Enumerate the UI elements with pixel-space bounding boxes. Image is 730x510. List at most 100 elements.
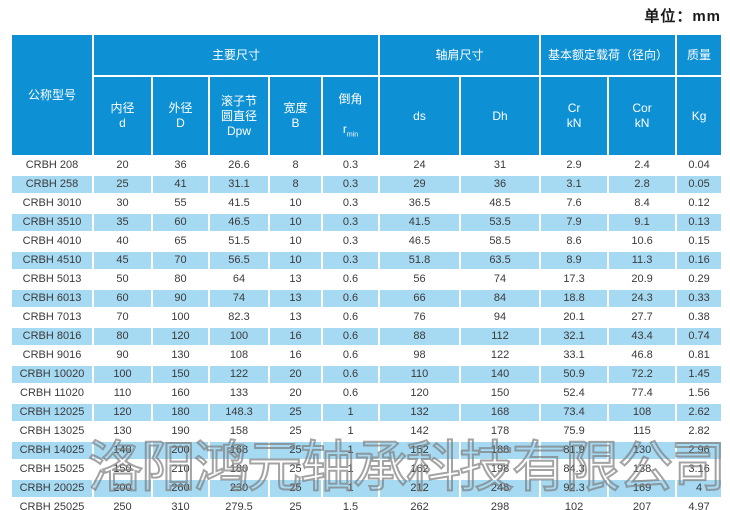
value-cell: 48.5 (459, 193, 542, 215)
value-cell: 0.3 (320, 193, 381, 215)
model-cell: CRBH 15025 (10, 459, 94, 481)
value-cell: 25 (268, 459, 323, 481)
unit-label: 单位：mm (644, 8, 721, 25)
value-cell: 9.1 (607, 212, 678, 234)
value-cell: 51.8 (378, 250, 462, 272)
value-cell: 25 (92, 174, 153, 196)
value-cell: 32.1 (539, 326, 610, 348)
value-cell: 10.6 (607, 231, 678, 253)
col-header-cor: Cor kN (607, 74, 678, 158)
table-row: CRBH 25025 250 310 279.5 25 1.5 262 298 102 207 4.… (10, 497, 724, 510)
value-cell: 73.4 (539, 402, 610, 424)
value-cell: 1.56 (675, 383, 724, 405)
value-cell: 65 (151, 231, 210, 253)
model-cell: CRBH 8016 (10, 326, 94, 348)
value-cell: 10 (268, 231, 323, 253)
value-cell: 0.6 (320, 288, 381, 310)
value-cell: 140 (92, 440, 153, 462)
value-cell: 16 (268, 345, 323, 367)
value-cell: 10 (268, 193, 323, 215)
col-header-chamfer: 倒角 rmin (320, 74, 381, 158)
value-cell: 41 (151, 174, 210, 196)
value-cell: 55 (151, 193, 210, 215)
value-cell: 82.3 (208, 307, 270, 329)
value-cell: 36.5 (378, 193, 462, 215)
value-cell: 279.5 (208, 497, 270, 510)
value-cell: 40 (92, 231, 153, 253)
value-cell: 142 (378, 421, 462, 443)
value-cell: 1 (320, 440, 381, 462)
table-row: CRBH 13025 130 190 158 25 1 142 178 75.9 115 2.82 (10, 421, 724, 443)
model-cell: CRBH 6013 (10, 288, 94, 310)
value-cell: 150 (459, 383, 542, 405)
value-cell: 31 (459, 155, 542, 177)
value-cell: 41.5 (378, 212, 462, 234)
value-cell: 70 (151, 250, 210, 272)
value-cell: 46.5 (378, 231, 462, 253)
value-cell: 94 (459, 307, 542, 329)
table-row: CRBH 12025 120 180 148.3 25 1 132 168 73.4 108 2.6… (10, 402, 724, 424)
value-cell: 122 (208, 364, 270, 386)
value-cell: 262 (378, 497, 462, 510)
value-cell: 180 (151, 402, 210, 424)
value-cell: 0.3 (320, 174, 381, 196)
value-cell: 60 (151, 212, 210, 234)
value-cell: 66 (378, 288, 462, 310)
value-cell: 7.9 (539, 212, 610, 234)
value-cell: 1.45 (675, 364, 724, 386)
value-cell: 178 (459, 421, 542, 443)
value-cell: 1 (320, 421, 381, 443)
model-cell: CRBH 12025 (10, 402, 94, 424)
value-cell: 100 (92, 364, 153, 386)
value-cell: 17.3 (539, 269, 610, 291)
value-cell: 190 (151, 421, 210, 443)
value-cell: 45 (92, 250, 153, 272)
model-cell: CRBH 13025 (10, 421, 94, 443)
value-cell: 80 (151, 269, 210, 291)
value-cell: 25 (268, 402, 323, 424)
value-cell: 0.29 (675, 269, 724, 291)
value-cell: 200 (92, 478, 153, 500)
value-cell: 2.9 (539, 155, 610, 177)
value-cell: 13 (268, 269, 323, 291)
value-cell: 120 (378, 383, 462, 405)
value-cell: 75.9 (539, 421, 610, 443)
value-cell: 81.9 (539, 440, 610, 462)
table-row: CRBH 11020 110 160 133 20 0.6 120 150 52.4 77.4 1.… (10, 383, 724, 405)
value-cell: 2.8 (607, 174, 678, 196)
value-cell: 0.38 (675, 307, 724, 329)
value-cell: 212 (378, 478, 462, 500)
value-cell: 43.4 (607, 326, 678, 348)
value-cell: 0.3 (320, 250, 381, 272)
model-cell: CRBH 5013 (10, 269, 94, 291)
model-cell: CRBH 20025 (10, 478, 94, 500)
value-cell: 112 (459, 326, 542, 348)
value-cell: 88 (378, 326, 462, 348)
model-cell: CRBH 4010 (10, 231, 94, 253)
value-cell: 0.74 (675, 326, 724, 348)
value-cell: 29 (378, 174, 462, 196)
value-cell: 13 (268, 307, 323, 329)
col-header-bore-diameter: 内径 d (92, 74, 153, 158)
chamfer-symbol: r (342, 122, 347, 136)
bearing-spec-table: 公称型号 主要尺寸 轴肩尺寸 基本额定载荷（径向） 质量 内径 d 外径 D 滚… (10, 32, 724, 510)
value-cell: 18.8 (539, 288, 610, 310)
value-cell: 24 (378, 155, 462, 177)
value-cell: 56.5 (208, 250, 270, 272)
value-cell: 4 (675, 478, 724, 500)
value-cell: 11.3 (607, 250, 678, 272)
value-cell: 31.1 (208, 174, 270, 196)
value-cell: 133 (208, 383, 270, 405)
value-cell: 8.9 (539, 250, 610, 272)
table-row: CRBH 10020 100 150 122 20 0.6 110 140 50.9 72.2 1.… (10, 364, 724, 386)
value-cell: 0.05 (675, 174, 724, 196)
value-cell: 138 (607, 459, 678, 481)
value-cell: 210 (151, 459, 210, 481)
table-row: CRBH 3010 30 55 41.5 10 0.3 36.5 48.5 7.6 8.4 0.12 (10, 193, 724, 215)
table-row: CRBH 7013 70 100 82.3 13 0.6 76 94 20.1 27.7 0.38 (10, 307, 724, 329)
value-cell: 64 (208, 269, 270, 291)
value-cell: 0.6 (320, 345, 381, 367)
model-cell: CRBH 3010 (10, 193, 94, 215)
table-row: CRBH 6013 60 90 74 13 0.6 66 84 18.8 24.3 0.33 (10, 288, 724, 310)
model-cell: CRBH 3510 (10, 212, 94, 234)
